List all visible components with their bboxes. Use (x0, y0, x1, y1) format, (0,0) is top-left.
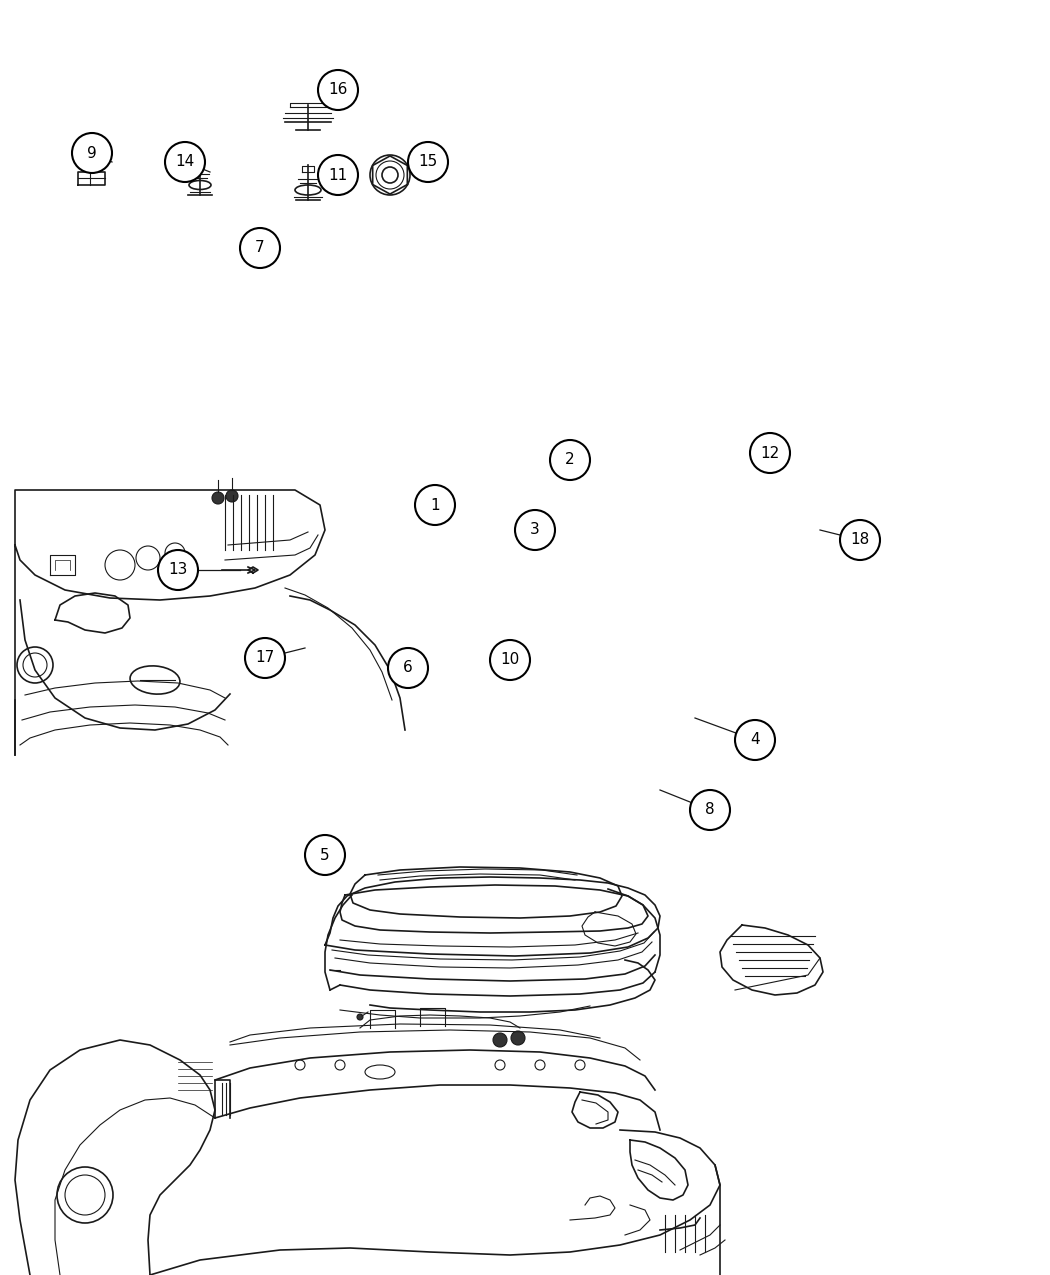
Ellipse shape (295, 185, 321, 195)
Circle shape (494, 1033, 507, 1047)
Circle shape (212, 492, 224, 504)
Circle shape (840, 520, 880, 560)
Circle shape (382, 167, 398, 184)
Text: 3: 3 (530, 523, 540, 538)
Circle shape (370, 156, 410, 195)
Circle shape (240, 228, 280, 268)
Text: 15: 15 (418, 154, 438, 170)
Text: 17: 17 (255, 650, 275, 666)
Text: 10: 10 (501, 653, 520, 668)
Text: 12: 12 (760, 445, 779, 460)
Circle shape (226, 490, 238, 502)
Circle shape (357, 1014, 363, 1020)
Text: 4: 4 (750, 733, 760, 747)
Text: 13: 13 (168, 562, 188, 578)
Text: 5: 5 (320, 848, 330, 862)
Circle shape (318, 70, 358, 110)
Circle shape (415, 484, 455, 525)
Circle shape (735, 720, 775, 760)
Circle shape (245, 638, 285, 678)
Circle shape (408, 142, 448, 182)
Circle shape (165, 142, 205, 182)
Text: 1: 1 (430, 497, 440, 513)
Circle shape (690, 790, 730, 830)
Text: 11: 11 (329, 167, 348, 182)
Circle shape (550, 440, 590, 479)
Text: 14: 14 (175, 154, 194, 170)
Text: 8: 8 (706, 802, 715, 817)
Text: 18: 18 (850, 533, 869, 547)
Text: 6: 6 (403, 660, 413, 676)
Circle shape (511, 1031, 525, 1046)
Circle shape (304, 835, 345, 875)
Circle shape (388, 648, 428, 689)
Circle shape (318, 156, 358, 195)
Circle shape (72, 133, 112, 173)
Ellipse shape (189, 181, 211, 190)
Text: 7: 7 (255, 241, 265, 255)
Text: 16: 16 (329, 83, 348, 97)
Circle shape (750, 434, 790, 473)
Text: 9: 9 (87, 145, 97, 161)
Circle shape (158, 550, 198, 590)
Circle shape (514, 510, 555, 550)
Text: 2: 2 (565, 453, 574, 468)
Circle shape (490, 640, 530, 680)
